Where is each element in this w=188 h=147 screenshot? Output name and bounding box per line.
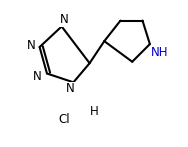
Text: Cl: Cl	[58, 113, 70, 126]
Text: N: N	[33, 70, 42, 83]
Text: H: H	[90, 105, 99, 118]
Text: N: N	[27, 39, 36, 52]
Text: N: N	[59, 13, 68, 26]
Text: NH: NH	[151, 46, 169, 59]
Text: N: N	[66, 82, 75, 95]
